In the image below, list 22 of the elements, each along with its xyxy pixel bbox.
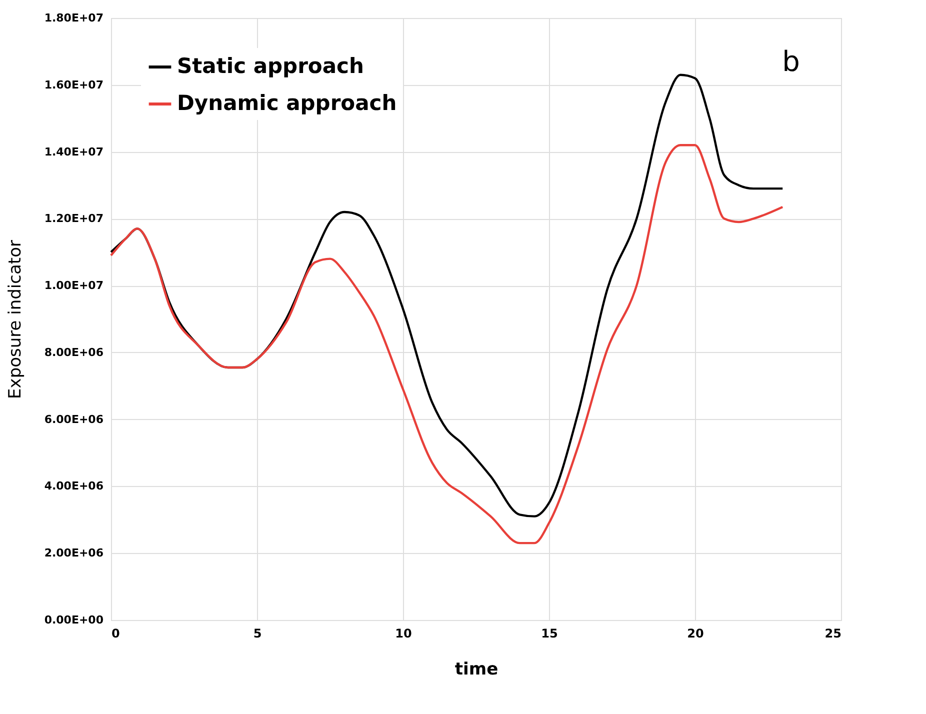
- x-tick-label: 5: [253, 626, 262, 640]
- y-tick-label: 1.00E+07: [44, 279, 104, 292]
- y-tick-label: 1.20E+07: [44, 212, 104, 226]
- legend-label: Static approach: [177, 54, 364, 78]
- annotation: b: [782, 45, 800, 78]
- x-tick-label: 10: [395, 626, 412, 640]
- y-tick-label: 8.00E+06: [44, 346, 104, 359]
- x-tick-label: 15: [541, 626, 558, 640]
- y-tick-label: 0.00E+00: [44, 614, 104, 626]
- y-tick-label: 2.00E+06: [44, 546, 104, 560]
- line-series: [110, 144, 784, 544]
- y-tick-label: 1.80E+07: [44, 12, 104, 24]
- y-tick-label: 6.00E+06: [44, 412, 104, 426]
- x-tick-label: 0: [112, 626, 120, 640]
- y-axis-title: Exposure indicator: [5, 240, 26, 399]
- x-axis-title: time: [454, 660, 498, 680]
- y-tick-label: 1.60E+07: [44, 78, 104, 92]
- x-tick-label: 25: [824, 626, 842, 640]
- x-tick-label: 20: [687, 626, 704, 640]
- y-tick-label: 4.00E+06: [44, 480, 104, 493]
- y-tick-label: 1.40E+07: [44, 145, 104, 158]
- legend-label: Dynamic approach: [177, 91, 397, 115]
